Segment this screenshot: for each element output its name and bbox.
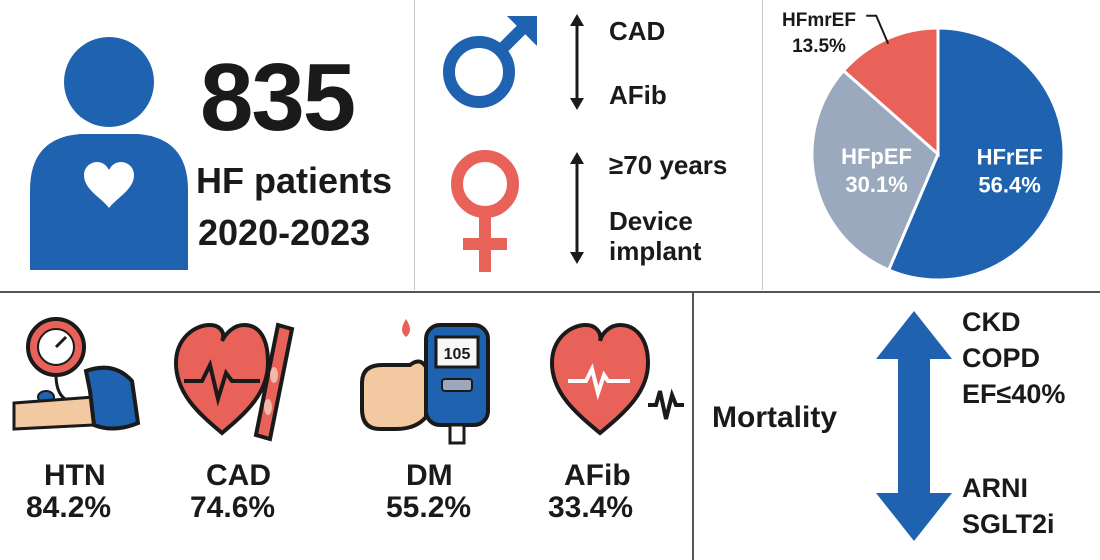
patient-label: HF patients	[196, 160, 392, 202]
comorbidities-panel: 105 HTN 84.2% CAD 74.6% DM 55.2% AFib 33…	[0, 293, 692, 560]
comorbidity-pct-htn: 84.2%	[26, 491, 111, 525]
blood-pressure-cuff-icon	[14, 311, 154, 441]
pie-label-hfmref: HFmrEF	[782, 10, 856, 31]
female-item-3: implant	[609, 236, 701, 267]
patient-years: 2020-2023	[198, 212, 370, 254]
comorbidity-pct-cad: 74.6%	[190, 491, 275, 525]
glucometer-icon: 105	[356, 309, 496, 449]
mortality-label: Mortality	[712, 401, 837, 435]
pie-label-hfref: HFrEF	[977, 145, 1043, 170]
mortality-panel: Mortality CKD COPD EF≤40% ARNI SGLT2i	[694, 293, 1100, 560]
patients-panel: 835 HF patients 2020-2023	[0, 0, 414, 290]
patient-count: 835	[200, 48, 354, 148]
pie-value-hfpef: 30.1%	[845, 172, 907, 197]
mortality-decrease-2: SGLT2i	[962, 509, 1055, 540]
male-item-2: AFib	[609, 80, 667, 111]
heart-artery-icon	[170, 315, 310, 445]
glucometer-reading: 105	[444, 346, 471, 363]
patient-heart-icon	[18, 30, 198, 270]
pie-value-hfmref: 13.5%	[792, 36, 846, 57]
heart-ecg-icon	[548, 315, 688, 445]
female-item-1: ≥70 years	[609, 150, 727, 181]
pie-label-hfpef: HFpEF	[841, 144, 912, 169]
comorbidity-pct-dm: 55.2%	[386, 491, 471, 525]
male-updown-arrow-icon	[567, 14, 587, 110]
mortality-decrease-1: ARNI	[962, 473, 1028, 504]
sex-panel: CAD AFib ≥70 years Device implant	[415, 0, 762, 290]
mortality-increase-1: CKD	[962, 307, 1021, 338]
hf-type-panel: HFrEF 56.4% HFpEF 30.1% HFmrEF 13.5%	[763, 0, 1100, 290]
female-updown-arrow-icon	[567, 152, 587, 264]
male-symbol-icon	[439, 10, 539, 120]
comorbidity-name-afib: AFib	[564, 459, 631, 493]
female-item-2: Device	[609, 206, 693, 237]
female-symbol-icon	[445, 148, 525, 278]
comorbidity-pct-afib: 33.4%	[548, 491, 633, 525]
male-item-1: CAD	[609, 16, 665, 47]
comorbidity-name-cad: CAD	[206, 459, 271, 493]
pie-value-hfref: 56.4%	[978, 173, 1040, 198]
comorbidity-name-dm: DM	[406, 459, 453, 493]
mortality-increase-2: COPD	[962, 343, 1040, 374]
mortality-increase-3: EF≤40%	[962, 379, 1065, 410]
hf-type-pie-chart: HFrEF 56.4% HFpEF 30.1% HFmrEF 13.5%	[763, 0, 1100, 290]
mortality-updown-arrow-icon	[876, 311, 952, 541]
comorbidity-name-htn: HTN	[44, 459, 106, 493]
